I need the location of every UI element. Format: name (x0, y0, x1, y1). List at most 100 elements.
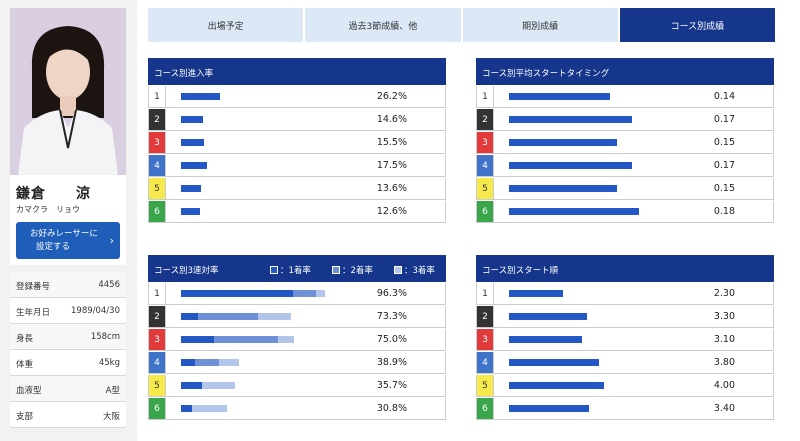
bar-segment-1 (181, 359, 196, 366)
table-row: 5 0.15 (476, 178, 774, 200)
table-row: 2 3.30 (476, 306, 774, 328)
course-number: 4 (149, 155, 166, 176)
tab-3[interactable]: コース別成績 (619, 8, 775, 42)
course-number: 5 (477, 375, 494, 396)
course-number: 1 (149, 86, 166, 107)
table-row: 6 3.40 (476, 398, 774, 420)
bar (509, 359, 599, 366)
value-label: 0.18 (713, 206, 735, 217)
course-number: 1 (149, 283, 166, 304)
profile-row: 登録番号 4456 (10, 272, 126, 298)
course-number: 5 (149, 178, 166, 199)
legend-third: ：3着率 (394, 264, 435, 276)
value-label: 0.17 (713, 160, 735, 171)
course-number: 3 (149, 329, 166, 350)
panel-header: コース別スタート順 (476, 255, 774, 282)
tab-1[interactable]: 過去3節成績、他 (305, 8, 461, 42)
value-label: 3.40 (713, 403, 735, 414)
profile-label: 生年月日 (16, 308, 51, 318)
bar-segment-3 (202, 382, 235, 389)
bar-segment-1 (181, 290, 293, 297)
bar-segment-1 (181, 336, 214, 343)
legend-second: ：2着率 (332, 264, 373, 276)
profile-value: 大阪 (102, 412, 120, 422)
profile-value: 158cm (90, 332, 120, 342)
value-label: 12.6% (376, 206, 407, 217)
bar (509, 313, 587, 320)
table-row: 3 3.10 (476, 329, 774, 351)
table-row: 5 13.6% (148, 178, 446, 200)
value-label: 30.8% (376, 403, 407, 414)
course-number: 2 (477, 306, 494, 327)
tab-2[interactable]: 期別成績 (462, 8, 618, 42)
course-number: 6 (477, 201, 494, 222)
name-box: 鎌倉 涼 カマクラ リョウ お好みレーサーに 設定する › (10, 175, 126, 265)
value-label: 26.2% (376, 91, 407, 102)
value-label: 14.6% (376, 114, 407, 125)
racer-photo (10, 8, 126, 175)
bar-segment-2 (292, 290, 317, 297)
table-row: 4 17.5% (148, 155, 446, 177)
bar (509, 139, 618, 146)
course-number: 3 (477, 132, 494, 153)
bar (509, 290, 564, 297)
bar (181, 93, 221, 100)
bar (509, 405, 590, 412)
table-row: 5 35.7% (148, 375, 446, 397)
bar (181, 139, 205, 146)
bar (181, 185, 202, 192)
profile-row: 身長 158cm (10, 324, 126, 350)
profile-label: 身長 (16, 334, 34, 344)
table-row: 2 73.3% (148, 306, 446, 328)
table-row: 2 14.6% (148, 109, 446, 131)
table-row: 1 2.30 (476, 283, 774, 305)
value-label: 0.17 (713, 114, 735, 125)
bar (509, 116, 632, 123)
profile-label: 血液型 (16, 386, 42, 396)
course-number: 3 (149, 132, 166, 153)
bar-segment-1 (181, 313, 198, 320)
table-row: 2 0.17 (476, 109, 774, 131)
panel-header: コース別進入率 (148, 58, 446, 85)
table-row: 1 26.2% (148, 86, 446, 108)
bar-segment-1 (181, 405, 192, 412)
panel-header: コース別平均スタートタイミング (476, 58, 774, 85)
course-number: 4 (477, 352, 494, 373)
bar (181, 116, 203, 123)
tab-0[interactable]: 出場予定 (148, 8, 304, 42)
profile-row: 血液型 A型 (10, 376, 126, 402)
profile-label: 体重 (16, 360, 34, 370)
bar (509, 336, 583, 343)
favorite-button-line1: お好みレーサーに (30, 229, 98, 239)
course-number: 2 (477, 109, 494, 130)
bar-segment-3 (218, 359, 240, 366)
value-label: 35.7% (376, 380, 407, 391)
course-number: 6 (149, 201, 166, 222)
table-row: 6 12.6% (148, 201, 446, 223)
course-number: 3 (477, 329, 494, 350)
table-row: 4 0.17 (476, 155, 774, 177)
panel-top3-rate: コース別3連対率 ：1着率 ：2着率 ：3着率 1 96.3% 2 73.3% 3 75.… (148, 255, 446, 420)
value-label: 73.3% (376, 311, 407, 322)
course-number: 2 (149, 306, 166, 327)
value-label: 96.3% (376, 288, 407, 299)
set-favorite-button[interactable]: お好みレーサーに 設定する › (16, 222, 120, 259)
panel-title: コース別進入率 (154, 69, 214, 79)
tab-bar: 出場予定 過去3節成績、他 期別成績 コース別成績 (148, 8, 775, 42)
bar (181, 162, 208, 169)
profile-row: 支部 大阪 (10, 402, 126, 428)
value-label: 3.30 (713, 311, 735, 322)
value-label: 17.5% (376, 160, 407, 171)
bar-segment-2 (197, 313, 258, 320)
bar-segment-1 (181, 382, 202, 389)
profile-row: 体重 45kg (10, 350, 126, 376)
course-number: 6 (149, 398, 166, 419)
course-number: 5 (149, 375, 166, 396)
panel-entry-rate: コース別進入率 1 26.2% 2 14.6% 3 15.5% 4 17.5% 5 13.6% 6 1… (148, 58, 446, 223)
value-label: 2.30 (713, 288, 735, 299)
bar-segment-3 (316, 290, 326, 297)
table-row: 3 75.0% (148, 329, 446, 351)
profile-value: 1989/04/30 (71, 306, 120, 316)
profile-value: 4456 (98, 280, 120, 290)
value-label: 0.14 (713, 91, 735, 102)
